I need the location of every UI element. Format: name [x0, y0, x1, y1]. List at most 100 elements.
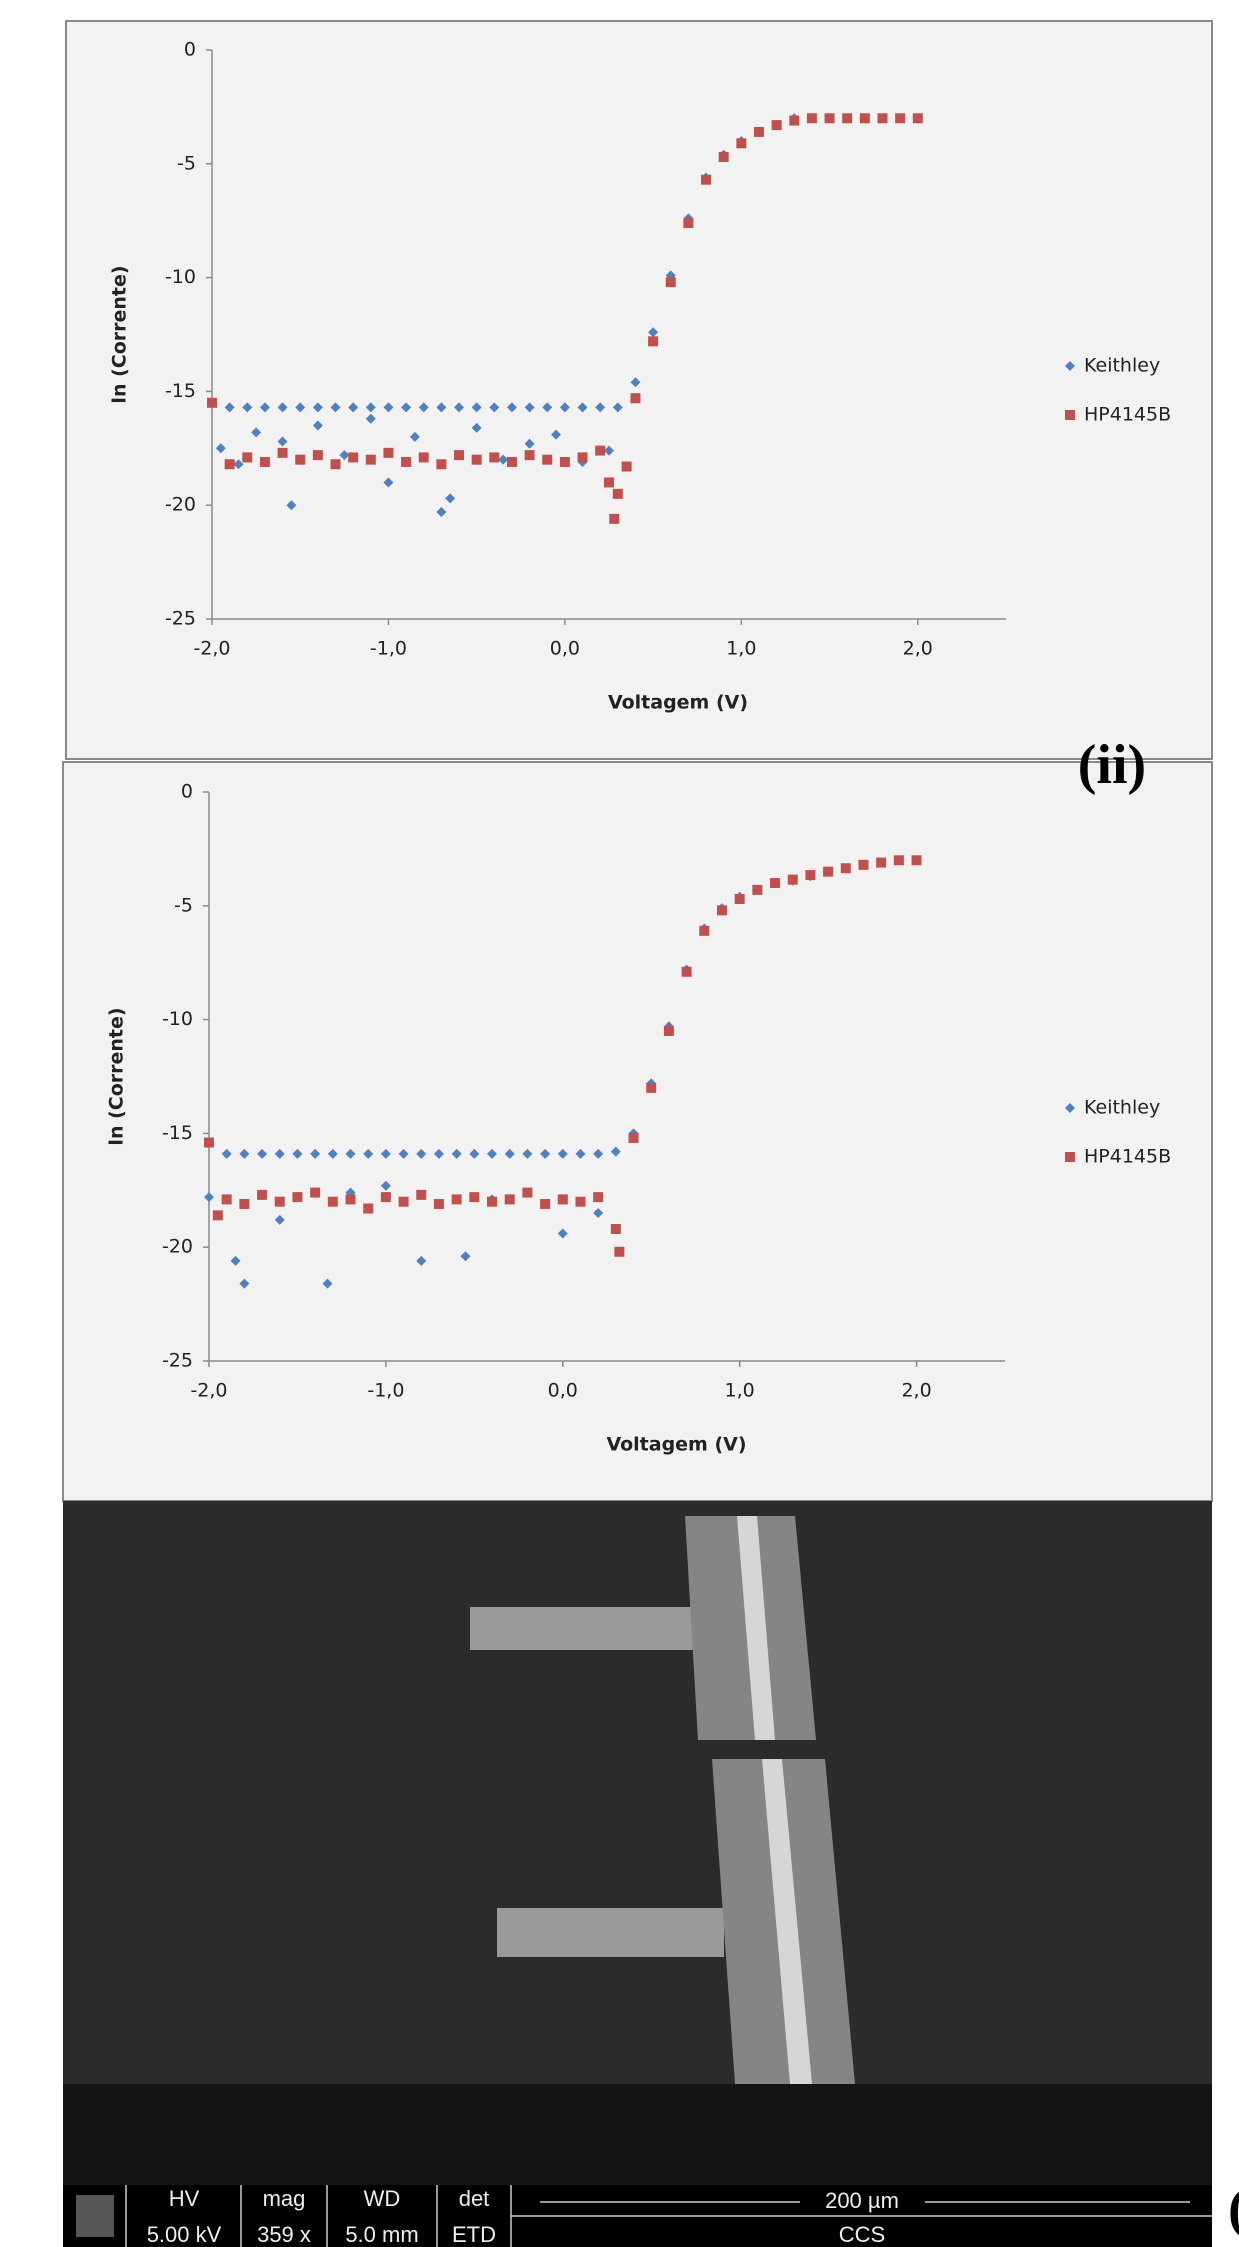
data-point — [557, 1194, 568, 1205]
data-point — [593, 1208, 604, 1219]
data-point — [286, 500, 297, 511]
data-point — [604, 445, 614, 456]
data-point — [345, 1148, 356, 1159]
legend-label: HP4145B — [1084, 1146, 1171, 1168]
data-point — [770, 878, 781, 889]
data-point — [630, 393, 641, 404]
data-point — [380, 1148, 391, 1159]
data-point — [363, 1148, 374, 1159]
data-point — [595, 445, 606, 456]
x-axis-title: Voltagem (V) — [606, 1434, 746, 1456]
data-point — [312, 450, 323, 461]
data-point — [648, 327, 659, 338]
data-point — [277, 436, 288, 447]
data-point — [701, 174, 712, 185]
data-point — [416, 1189, 427, 1200]
data-point — [504, 1194, 515, 1205]
data-point — [274, 1214, 285, 1225]
x-tick-label: 0,0 — [548, 1380, 578, 1402]
y-tick-label: -5 — [177, 152, 196, 174]
legend-marker — [1065, 361, 1075, 371]
data-point — [621, 461, 632, 472]
legend-label: Keithley — [1084, 1097, 1160, 1119]
data-point — [451, 1194, 462, 1205]
legend-marker — [1065, 1103, 1075, 1113]
data-point — [383, 447, 394, 458]
data-point — [310, 1148, 321, 1159]
legend-marker — [1065, 410, 1075, 420]
data-point — [348, 452, 359, 463]
y-tick-label: -25 — [162, 1350, 193, 1372]
data-point — [409, 431, 420, 442]
data-point — [221, 1148, 232, 1159]
data-point — [339, 450, 350, 461]
data-point — [230, 1255, 241, 1266]
data-point — [753, 126, 764, 137]
data-point — [859, 113, 870, 124]
x-tick-label: -1,0 — [370, 638, 407, 660]
y-tick-label: -10 — [165, 266, 196, 288]
sem-value: 359 x — [257, 2222, 311, 2247]
y-tick-label: -25 — [165, 608, 196, 630]
data-point — [540, 1148, 551, 1159]
data-point — [540, 1198, 551, 1209]
data-point — [348, 402, 359, 413]
x-tick-label: 2,0 — [903, 638, 933, 660]
data-point — [842, 113, 853, 124]
y-tick-label: -20 — [162, 1236, 193, 1258]
sem-value: ETD — [452, 2222, 496, 2247]
data-point — [506, 456, 517, 467]
data-point — [575, 1148, 586, 1159]
data-point — [522, 1187, 533, 1198]
data-point — [469, 1148, 480, 1159]
data-point — [454, 450, 465, 461]
data-point — [734, 893, 745, 904]
data-point — [239, 1148, 250, 1159]
data-point — [310, 1187, 321, 1198]
data-point — [498, 454, 509, 465]
data-point — [418, 402, 429, 413]
data-point — [609, 513, 620, 524]
data-point — [858, 859, 869, 870]
data-point — [257, 1189, 268, 1200]
data-point — [365, 413, 376, 424]
data-point — [593, 1148, 604, 1159]
data-point — [239, 1198, 250, 1209]
sem-header: HV — [169, 2186, 200, 2211]
data-point — [911, 855, 922, 866]
legend-marker — [1065, 1152, 1075, 1162]
data-point — [718, 151, 729, 162]
data-point — [433, 1148, 444, 1159]
data-point — [575, 1196, 586, 1207]
sem-pad — [497, 1908, 724, 1957]
data-point — [277, 402, 288, 413]
data-point — [292, 1148, 303, 1159]
data-point — [683, 217, 694, 228]
x-axis-title: Voltagem (V) — [608, 692, 748, 714]
data-point — [451, 1148, 462, 1159]
data-point — [557, 1228, 568, 1239]
data-point — [610, 1146, 621, 1157]
x-tick-label: 0,0 — [550, 638, 580, 660]
data-point — [363, 1203, 374, 1214]
data-point — [628, 1132, 639, 1143]
data-point — [805, 870, 816, 881]
data-point — [401, 402, 412, 413]
data-point — [595, 402, 606, 413]
data-point — [487, 1148, 498, 1159]
y-axis-title: ln (Corrente) — [109, 265, 131, 403]
data-point — [233, 459, 244, 470]
sem-pad — [470, 1607, 702, 1650]
data-point — [806, 113, 817, 124]
panel-label: ( — [1228, 2178, 1239, 2240]
data-point — [221, 1194, 232, 1205]
data-point — [416, 1255, 427, 1266]
data-point — [630, 377, 641, 388]
data-point — [895, 113, 906, 124]
data-point — [312, 402, 323, 413]
sem-header: det — [459, 2186, 490, 2211]
sem-edge — [63, 2084, 1212, 2185]
data-point — [242, 402, 253, 413]
x-tick-label: 2,0 — [901, 1380, 931, 1402]
data-point — [204, 1192, 214, 1203]
